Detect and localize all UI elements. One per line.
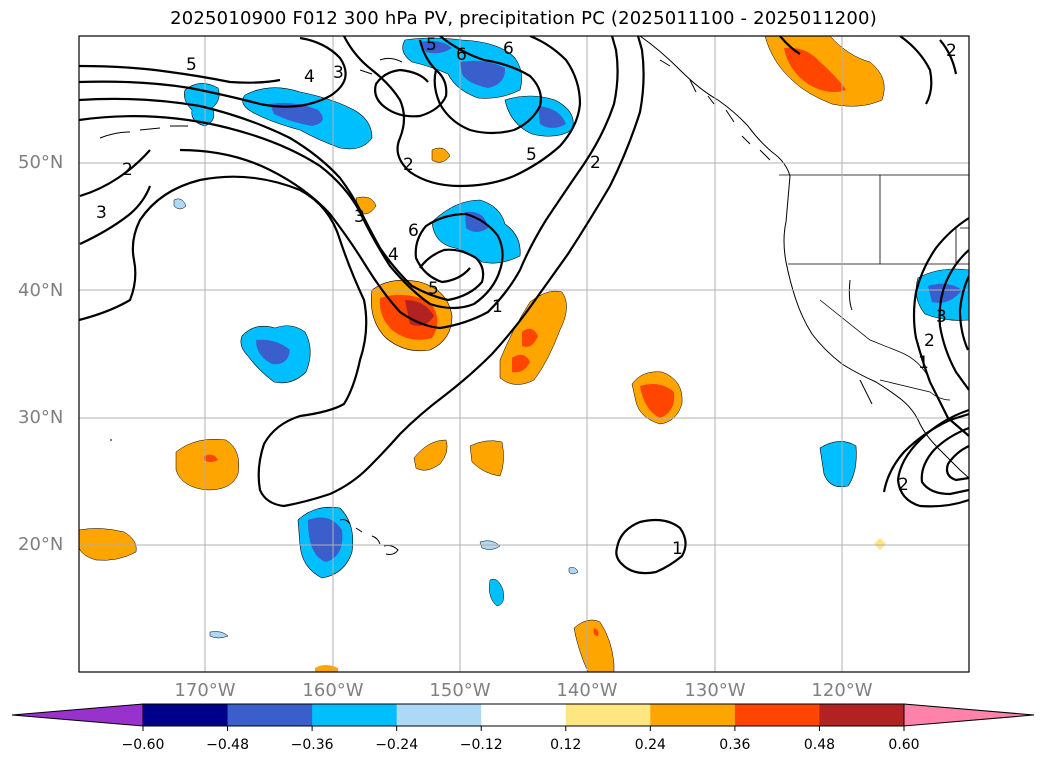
colorbar-tick-label: 0.12 <box>550 737 582 753</box>
contour-label: 5 <box>526 145 537 165</box>
contour-label: 6 <box>408 221 419 241</box>
contour-label: 2 <box>924 331 935 351</box>
colorbar-extend-high <box>903 703 1035 727</box>
contour-label: 3 <box>333 63 344 83</box>
colorbar-frame <box>142 703 905 727</box>
lat-tick-label: 50°N <box>18 152 64 173</box>
lat-tick-label: 20°N <box>18 534 64 555</box>
colorbar-cell <box>819 704 905 726</box>
colorbar-tick-label: −0.12 <box>459 737 503 753</box>
colorbar-cell <box>312 704 398 726</box>
colorbar-tick-label: −0.24 <box>375 737 419 753</box>
lat-tick-label: 30°N <box>18 407 64 428</box>
colorbar-extend-low <box>11 703 144 727</box>
colorbar-tick-label: 0.24 <box>634 737 666 753</box>
colorbar-tick-label: 0.48 <box>803 737 836 753</box>
pv-contours <box>79 36 969 575</box>
negative-precip-shading <box>173 37 969 639</box>
map-title: 2025010900 F012 300 hPa PV, precipitatio… <box>170 8 877 29</box>
contour-label: 5 <box>186 55 197 75</box>
colorbar-cell <box>481 704 567 726</box>
lon-tick-label: 170°W <box>174 680 236 701</box>
contour-label: 1 <box>492 297 503 317</box>
lat-tick-label: 40°N <box>18 280 64 301</box>
colorbar-tick-label: −0.60 <box>121 737 165 753</box>
contour-label: 6 <box>456 45 467 65</box>
colorbar-cell <box>227 704 313 726</box>
pv-contour-labels: 5 4 3 6 5 2 2 6 5 4 3 2 1 3 6 5 1 2 3 1 … <box>96 35 957 559</box>
contour-label: 2 <box>403 155 414 175</box>
lon-tick-label: 140°W <box>556 680 618 701</box>
contour-label: 1 <box>672 539 683 559</box>
contour-label: 2 <box>122 160 133 180</box>
positive-precip-shading <box>79 36 886 672</box>
colorbar-cell <box>565 704 651 726</box>
contour-label: 4 <box>304 67 315 87</box>
colorbar-cell <box>143 704 229 726</box>
contour-label: 1 <box>918 353 929 373</box>
contour-label: 6 <box>503 39 514 59</box>
contour-label: 2 <box>590 153 601 173</box>
contour-label: 2 <box>898 475 909 495</box>
coastlines <box>99 36 969 555</box>
colorbar-tick-label: −0.48 <box>206 737 249 753</box>
lon-tick-label: 120°W <box>811 680 873 701</box>
colorbar-cell <box>650 704 736 726</box>
contour-label: 4 <box>388 245 399 265</box>
colorbar-cell <box>734 704 820 726</box>
colorbar-tick-label: 0.36 <box>719 737 751 753</box>
gridlines <box>79 36 969 672</box>
lon-tick-label: 150°W <box>429 680 491 701</box>
lon-tick-label: 130°W <box>684 680 746 701</box>
contour-label: 3 <box>354 207 365 227</box>
contour-label: 2 <box>946 41 957 61</box>
contour-label: 3 <box>96 203 107 223</box>
contour-label: 5 <box>428 279 439 299</box>
colorbar <box>11 703 1035 731</box>
colorbar-tick-label: −0.36 <box>290 737 334 753</box>
map-frame <box>78 35 970 673</box>
contour-label: 3 <box>936 307 947 327</box>
colorbar-cell <box>396 704 482 726</box>
lon-tick-label: 160°W <box>302 680 364 701</box>
colorbar-tick-label: 0.60 <box>888 737 920 753</box>
contour-label: 5 <box>426 35 437 55</box>
